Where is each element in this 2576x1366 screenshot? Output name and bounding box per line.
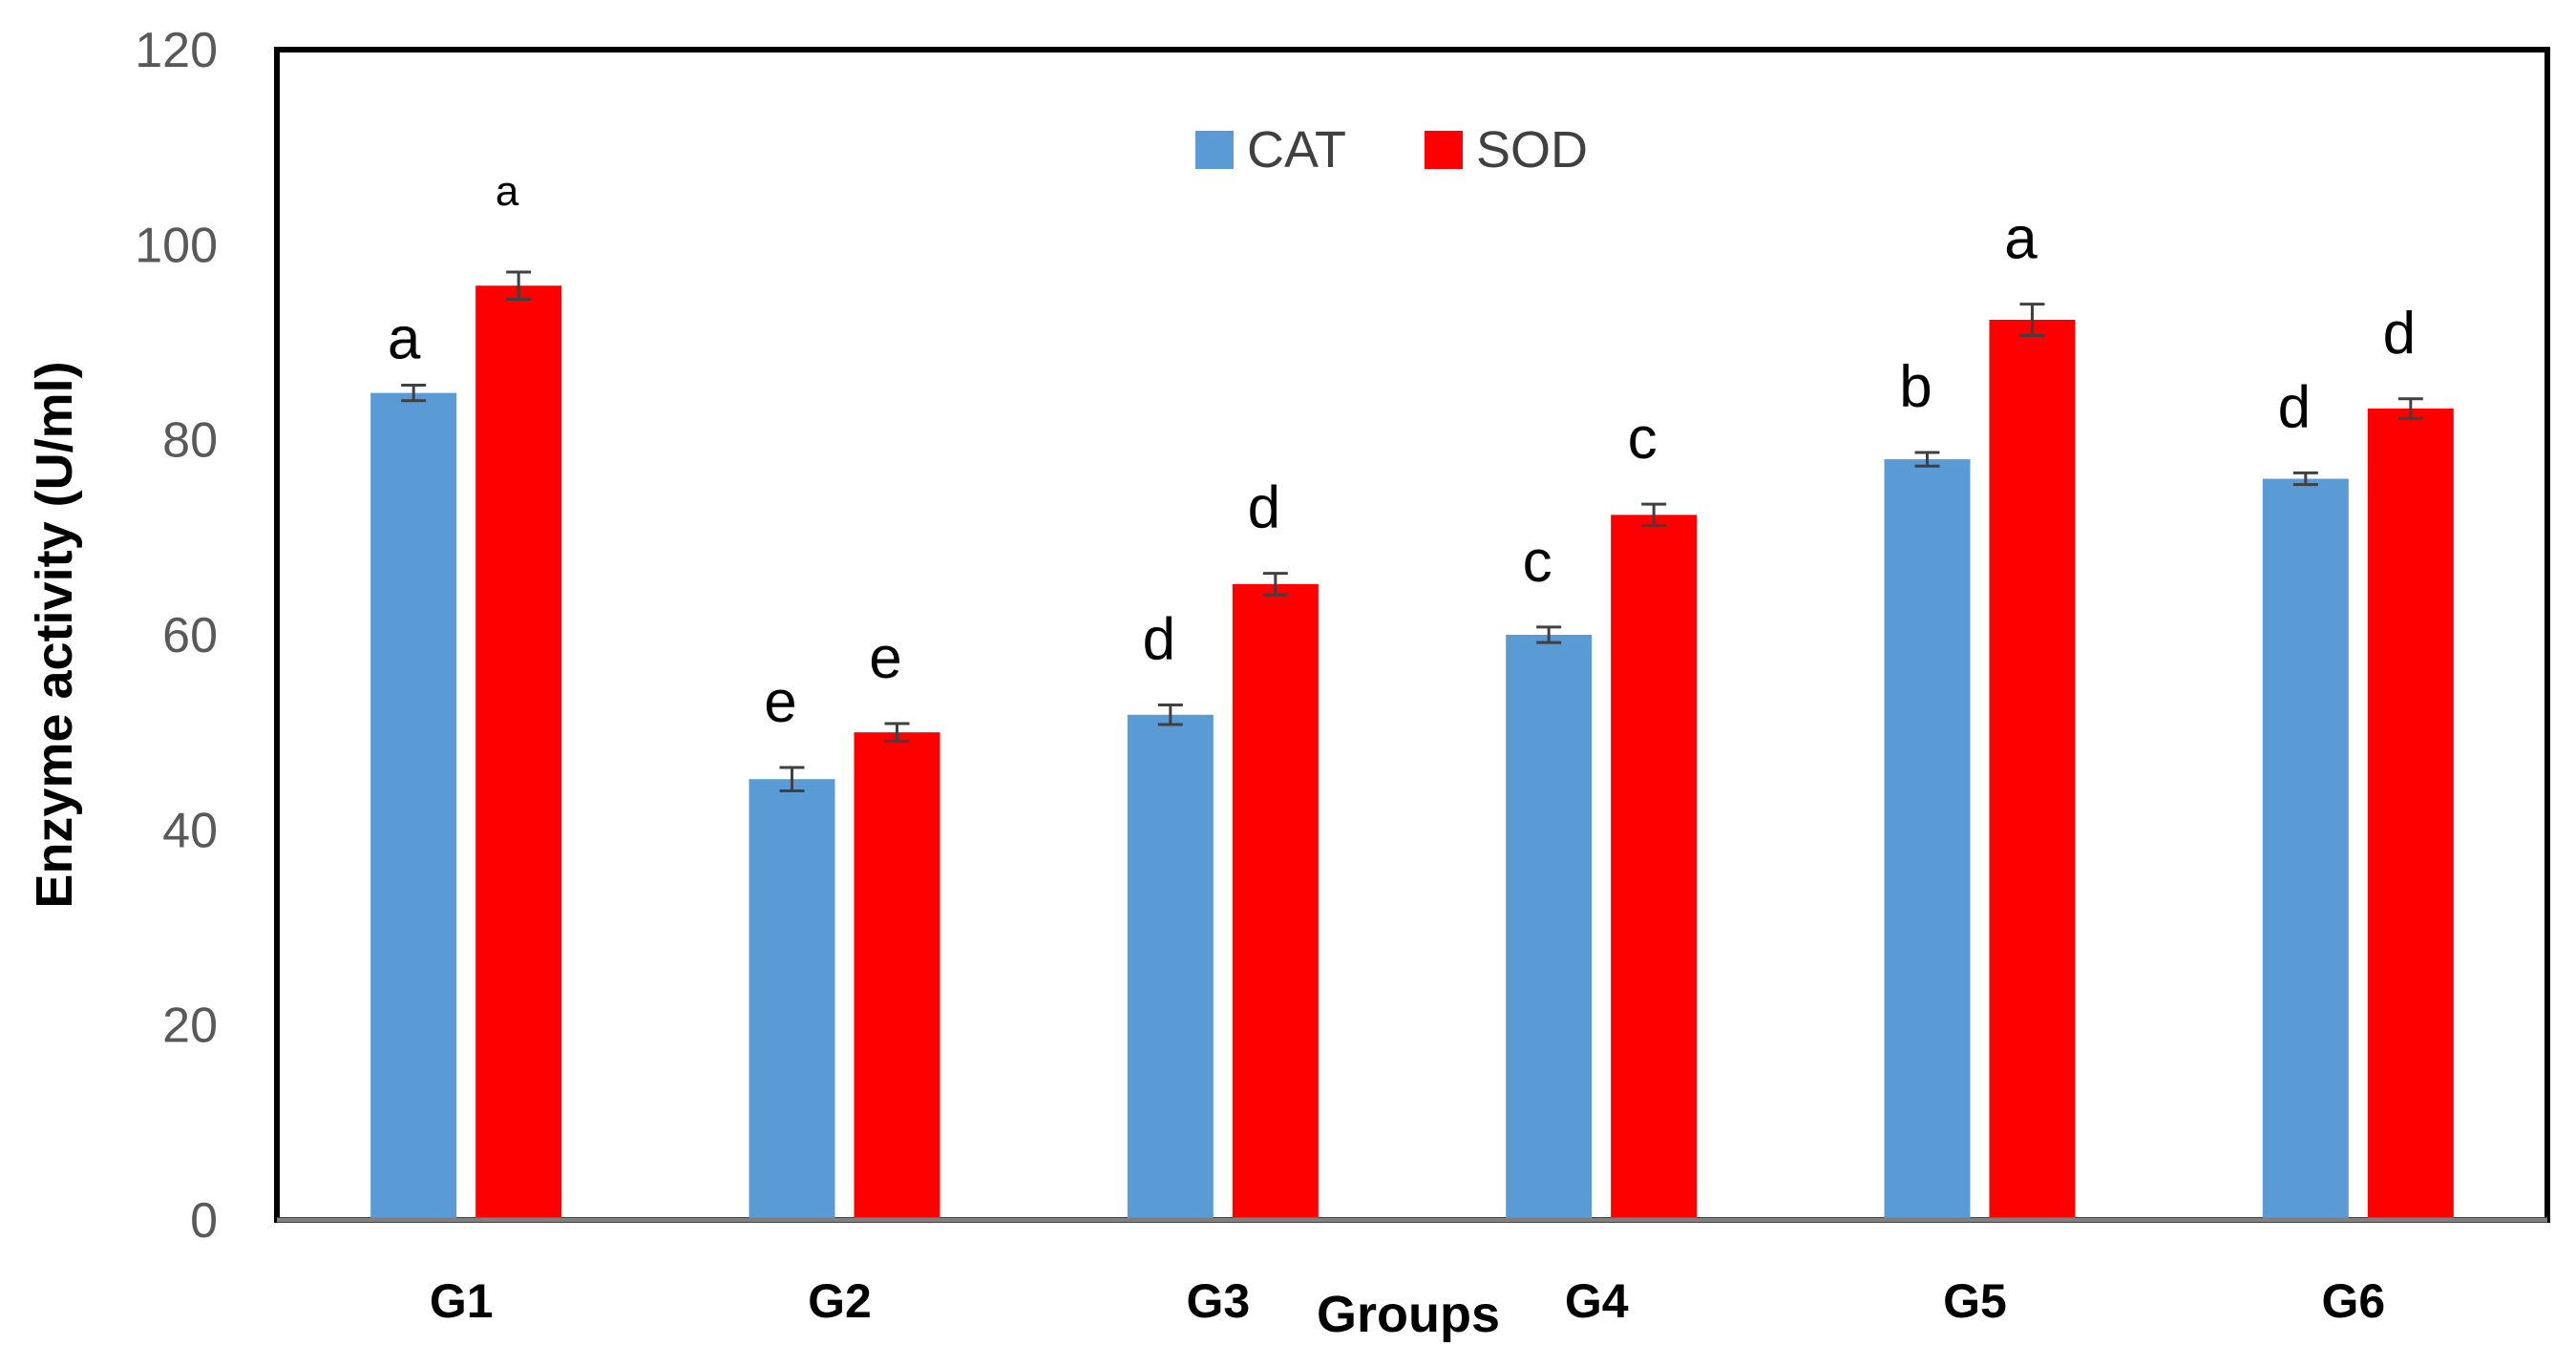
significance-letter: d [2383, 301, 2416, 367]
significance-letter: d [1143, 607, 1175, 673]
significance-letter: b [1899, 354, 1932, 420]
y-tick-label: 60 [162, 608, 218, 663]
y-tick-label: 20 [162, 998, 218, 1054]
y-tick-label: 80 [162, 413, 218, 469]
bar-cat-g4 [1506, 635, 1593, 1220]
y-tick-label: 100 [135, 218, 218, 273]
significance-letter: c [1523, 529, 1552, 595]
plot-area-border [274, 47, 2550, 1223]
significance-letter: e [764, 669, 796, 735]
bar-sod-g3 [1232, 583, 1319, 1220]
bar-sod-g1 [475, 285, 562, 1220]
bar-cat-g5 [1884, 459, 1971, 1221]
x-axis-title: Groups [1317, 1286, 1500, 1343]
x-tick-label-g4: G4 [1565, 1274, 1629, 1328]
legend-swatch-sod [1425, 131, 1463, 169]
x-tick-label-g5: G5 [1943, 1274, 2007, 1328]
significance-letter: e [869, 625, 901, 691]
legend-label-sod: SOD [1476, 121, 1588, 179]
legend-swatch-cat [1195, 131, 1234, 169]
bar-sod-g2 [854, 732, 940, 1220]
y-tick-label: 120 [135, 23, 218, 78]
significance-letter: c [1628, 406, 1658, 472]
bar-sod-g5 [1989, 320, 2076, 1220]
x-tick-label-g1: G1 [430, 1274, 494, 1328]
bar-cat-g2 [749, 779, 835, 1220]
significance-letter: a [2004, 206, 2038, 272]
significance-letter: a [388, 305, 421, 371]
bar-sod-g6 [2367, 408, 2454, 1220]
significance-letter: a [496, 168, 519, 215]
bar-sod-g4 [1611, 515, 1698, 1220]
bar-cat-g3 [1127, 714, 1214, 1220]
significance-letter: d [2278, 374, 2311, 440]
bar-cat-g6 [2262, 478, 2349, 1220]
bar-cat-g1 [370, 392, 457, 1220]
x-tick-label-g3: G3 [1186, 1274, 1250, 1328]
y-axis-title: Enzyme activity (U/ml) [26, 361, 83, 908]
x-tick-label-g6: G6 [2321, 1274, 2385, 1328]
y-tick-label: 0 [190, 1193, 218, 1249]
significance-letter: d [1248, 475, 1280, 541]
x-tick-label-g2: G2 [808, 1274, 872, 1328]
legend-label-cat: CAT [1247, 121, 1346, 179]
y-tick-label: 40 [162, 803, 218, 858]
